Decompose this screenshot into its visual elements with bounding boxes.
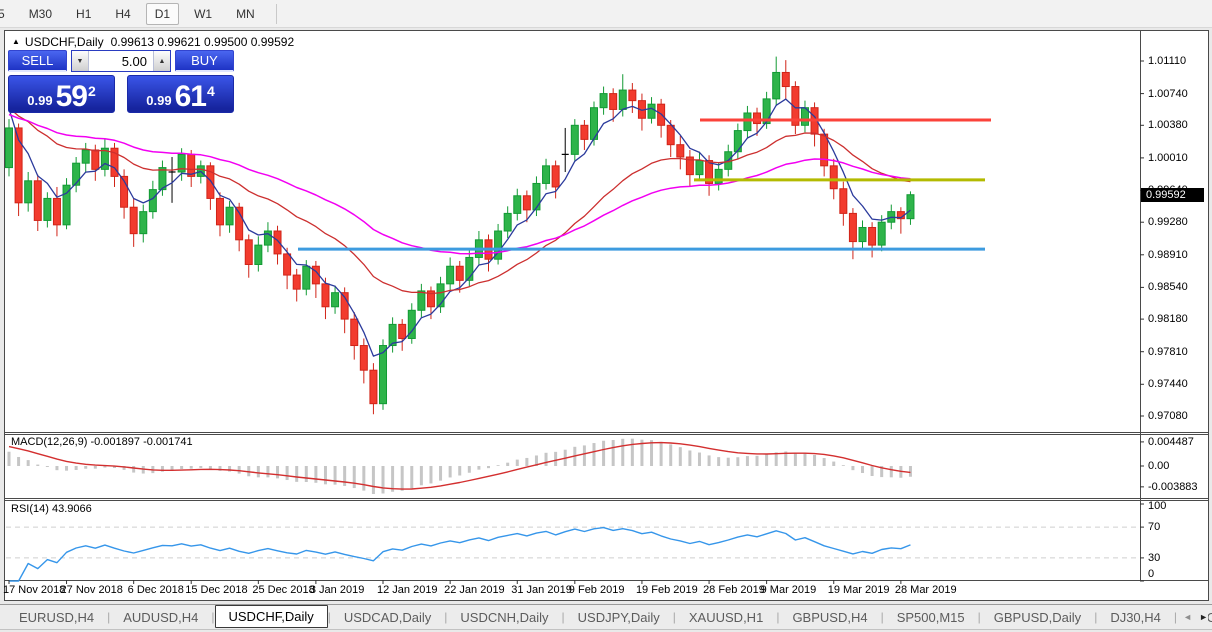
timeframe-button-mn[interactable]: MN bbox=[236, 6, 255, 21]
sell-button[interactable]: SELL bbox=[8, 50, 67, 72]
date-axis-label: 28 Mar 2019 bbox=[894, 584, 957, 596]
macd-pane-separator-inner bbox=[5, 434, 1208, 435]
rsi-axis-tick: 0 bbox=[1148, 568, 1155, 580]
buy-price-prefix: 0.99 bbox=[146, 93, 172, 108]
rsi-pane-separator[interactable] bbox=[5, 498, 1208, 499]
trade-buttons-row: SELL ▼ ▲ BUY bbox=[8, 50, 234, 72]
date-axis-label: 19 Mar 2019 bbox=[827, 584, 890, 596]
date-axis-label: 27 Nov 2018 bbox=[60, 584, 123, 596]
tab-separator: | bbox=[776, 610, 780, 624]
symbol-tab-dj30[interactable]: DJ30,H4 bbox=[1110, 609, 1161, 625]
one-click-trade-panel: SELL ▼ ▲ BUY 0.99 59 2 0.99 61 4 bbox=[8, 50, 234, 113]
symbol-tabbar: EURUSD,H4 | AUDUSD,H4 | USDCHF,Daily | USDCAD,… bbox=[0, 604, 1212, 630]
symbol-tab-xauusd[interactable]: XAUUSD,H1 bbox=[688, 609, 764, 625]
symbol-tab-audusd[interactable]: AUDUSD,H4 bbox=[123, 609, 199, 625]
rsi-axis-tick: 30 bbox=[1148, 551, 1161, 564]
date-axis-label: 19 Feb 2019 bbox=[635, 584, 698, 596]
date-axis-label: 12 Jan 2019 bbox=[377, 584, 438, 596]
volume-increase-icon[interactable]: ▲ bbox=[153, 51, 170, 71]
tab-separator: | bbox=[1173, 610, 1178, 624]
tab-separator: | bbox=[880, 610, 884, 624]
symbol-tab-usdcad[interactable]: USDCAD,Daily bbox=[343, 609, 432, 625]
rsi-axis-tick: 70 bbox=[1148, 521, 1161, 534]
date-axis-label: 28 Feb 2019 bbox=[703, 584, 765, 596]
macd-pane-separator[interactable] bbox=[5, 432, 1208, 433]
price-axis-tick: 1.00010 bbox=[1148, 151, 1188, 164]
volume-spinner: ▼ ▲ bbox=[71, 50, 171, 72]
chart-window bbox=[4, 30, 1209, 601]
toolbar-separator bbox=[275, 3, 277, 24]
date-axis-label: 6 Dec 2018 bbox=[127, 584, 184, 596]
timeframe-button-5[interactable]: 5 bbox=[0, 6, 5, 21]
date-axis-label: 31 Jan 2019 bbox=[511, 584, 572, 596]
price-axis-tick: 1.00380 bbox=[1148, 119, 1188, 132]
sell-quote-box[interactable]: 0.99 59 2 bbox=[8, 75, 115, 113]
price-axis-tick: 0.97080 bbox=[1148, 410, 1188, 422]
tab-separator: | bbox=[977, 610, 981, 624]
rsi-axis-tick: 100 bbox=[1148, 500, 1167, 512]
tab-scroll-left-icon[interactable]: ◄ bbox=[1183, 612, 1193, 622]
price-axis-tick: 0.98910 bbox=[1148, 248, 1188, 261]
price-axis-tick: 0.97440 bbox=[1148, 378, 1188, 391]
rsi-label: RSI(14) 43.9066 bbox=[11, 503, 92, 515]
tab-separator: | bbox=[672, 610, 676, 624]
price-axis-tick: 0.98180 bbox=[1148, 313, 1188, 326]
buy-button[interactable]: BUY bbox=[175, 50, 234, 72]
date-axis-label: 3 Jan 2019 bbox=[309, 584, 365, 596]
price-axis-tick: 0.98540 bbox=[1148, 281, 1188, 294]
date-axis-label: 22 Jan 2019 bbox=[444, 584, 505, 596]
price-axis-tick: 1.01110 bbox=[1148, 55, 1187, 67]
chart-header: ▲ USDCHF,Daily 0.99613 0.99621 0.99500 0.9… bbox=[12, 35, 294, 49]
timeframe-button-d1[interactable]: D1 bbox=[145, 2, 180, 25]
chart-title: USDCHF,Daily bbox=[24, 35, 104, 49]
volume-input[interactable] bbox=[89, 51, 153, 71]
tab-separator: | bbox=[1094, 610, 1098, 624]
symbol-tab-eurusd[interactable]: EURUSD,H4 bbox=[19, 609, 95, 625]
date-axis-label: 17 Nov 2018 bbox=[3, 584, 66, 596]
timeframe-button-h1[interactable]: H1 bbox=[76, 6, 92, 21]
timeframe-button-h4[interactable]: H4 bbox=[115, 6, 131, 21]
macd-axis-tick: 0.004487 bbox=[1148, 435, 1194, 448]
current-price-tag: 0.99592 bbox=[1141, 187, 1204, 202]
symbol-tab-gbpusd[interactable]: GBPUSD,H4 bbox=[792, 609, 868, 625]
date-axis-label: 15 Dec 2018 bbox=[185, 584, 248, 596]
buy-price-sup: 4 bbox=[206, 83, 215, 99]
price-axis-tick: 1.00740 bbox=[1148, 87, 1188, 100]
date-axis-label: 25 Dec 2018 bbox=[252, 584, 315, 596]
rsi-pane-separator-inner bbox=[5, 500, 1208, 501]
symbol-tab-usdcnh[interactable]: USDCNH,Daily bbox=[460, 609, 549, 625]
tab-separator: | bbox=[211, 610, 215, 624]
timeframe-button-w1[interactable]: W1 bbox=[194, 6, 213, 21]
buy-price-big: 61 bbox=[174, 79, 207, 113]
symbol-tab-sp500[interactable]: SP500,M15 bbox=[896, 609, 965, 625]
symbol-tab-gbpusd[interactable]: GBPUSD,Daily bbox=[993, 609, 1082, 625]
quote-row: 0.99 59 2 0.99 61 4 bbox=[8, 75, 234, 113]
timeframe-toolbar: 5 M30 H1 H4 D1 W1 MN bbox=[0, 0, 1212, 28]
chart-ohlc-values: 0.99613 0.99621 0.99500 0.99592 bbox=[110, 35, 295, 49]
tab-separator: | bbox=[561, 610, 565, 624]
date-axis-label: 9 Feb 2019 bbox=[568, 584, 625, 596]
price-axis-line bbox=[1140, 31, 1141, 580]
sell-price-big: 59 bbox=[55, 79, 88, 113]
buy-quote-box[interactable]: 0.99 61 4 bbox=[127, 75, 234, 113]
collapse-triangle-icon[interactable]: ▲ bbox=[12, 37, 20, 46]
tab-separator: | bbox=[107, 610, 111, 624]
macd-label: MACD(12,26,9) -0.001897 -0.001741 bbox=[11, 436, 193, 448]
macd-axis-tick: 0.00 bbox=[1148, 460, 1170, 472]
sell-price-sup: 2 bbox=[87, 83, 96, 99]
tab-scroll-arrows: ◄ ► bbox=[1179, 612, 1208, 622]
symbol-tab-usdjpy[interactable]: USDJPY,Daily bbox=[577, 609, 660, 625]
tab-separator: | bbox=[327, 610, 331, 624]
price-axis-tick: 0.97810 bbox=[1148, 345, 1188, 358]
sell-price-prefix: 0.99 bbox=[27, 93, 53, 108]
timeframe-button-m30[interactable]: M30 bbox=[28, 6, 53, 21]
symbol-tab-usdchf[interactable]: USDCHF,Daily bbox=[214, 605, 328, 628]
macd-axis-tick: -0.003883 bbox=[1148, 480, 1198, 493]
volume-decrease-icon[interactable]: ▼ bbox=[72, 51, 89, 71]
tab-scroll-right-icon[interactable]: ► bbox=[1199, 612, 1208, 622]
date-axis-label: 9 Mar 2019 bbox=[760, 584, 817, 596]
tab-separator: | bbox=[444, 610, 448, 624]
price-axis-tick: 0.99280 bbox=[1148, 216, 1188, 229]
time-axis-line bbox=[5, 580, 1208, 581]
